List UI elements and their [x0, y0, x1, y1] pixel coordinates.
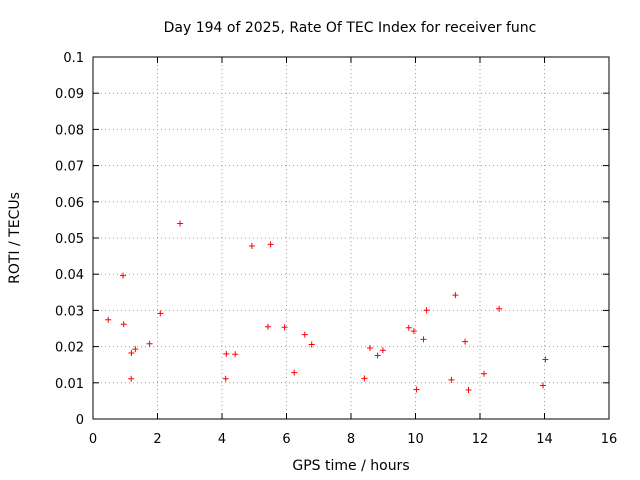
x-tick-label: 0 — [89, 432, 97, 447]
x-tick-labels: 0 2 4 6 8 10 12 14 16 — [89, 432, 617, 447]
roti-data-points — [105, 220, 549, 393]
x-axis-label: GPS time / hours — [292, 458, 409, 474]
y-tick-label: 0.02 — [55, 341, 84, 356]
points-layer — [105, 220, 549, 393]
x-tick-label: 4 — [218, 432, 226, 447]
x-tick-label: 14 — [536, 432, 553, 447]
y-axis-label: ROTI / TECUs — [7, 192, 23, 284]
ticks-layer — [92, 56, 610, 420]
x-tick-label: 16 — [601, 432, 618, 447]
grid-layer — [93, 57, 609, 419]
y-tick-label: 0.09 — [55, 87, 84, 102]
y-tick-labels: 0 0.01 0.02 0.03 0.04 0.05 0.06 0.07 0.08 0.09 0.1 — [55, 51, 84, 428]
y-tick-label: 0.1 — [63, 51, 84, 66]
y-tick-label: 0.03 — [55, 304, 84, 319]
y-tick-label: 0.07 — [55, 160, 84, 175]
y-tick-label: 0.01 — [55, 377, 84, 392]
x-tick-label: 10 — [407, 432, 424, 447]
chart-title: Day 194 of 2025, Rate Of TEC Index for r… — [164, 20, 537, 36]
y-tick-label: 0.06 — [55, 196, 84, 211]
x-tick-label: 6 — [282, 432, 290, 447]
x-tick-label: 8 — [347, 432, 355, 447]
y-tick-label: 0.04 — [55, 268, 84, 283]
y-tick-label: 0 — [76, 413, 84, 428]
x-tick-label: 2 — [153, 432, 161, 447]
y-tick-label: 0.05 — [55, 232, 84, 247]
x-tick-label: 12 — [472, 432, 489, 447]
y-tick-label: 0.08 — [55, 123, 84, 138]
